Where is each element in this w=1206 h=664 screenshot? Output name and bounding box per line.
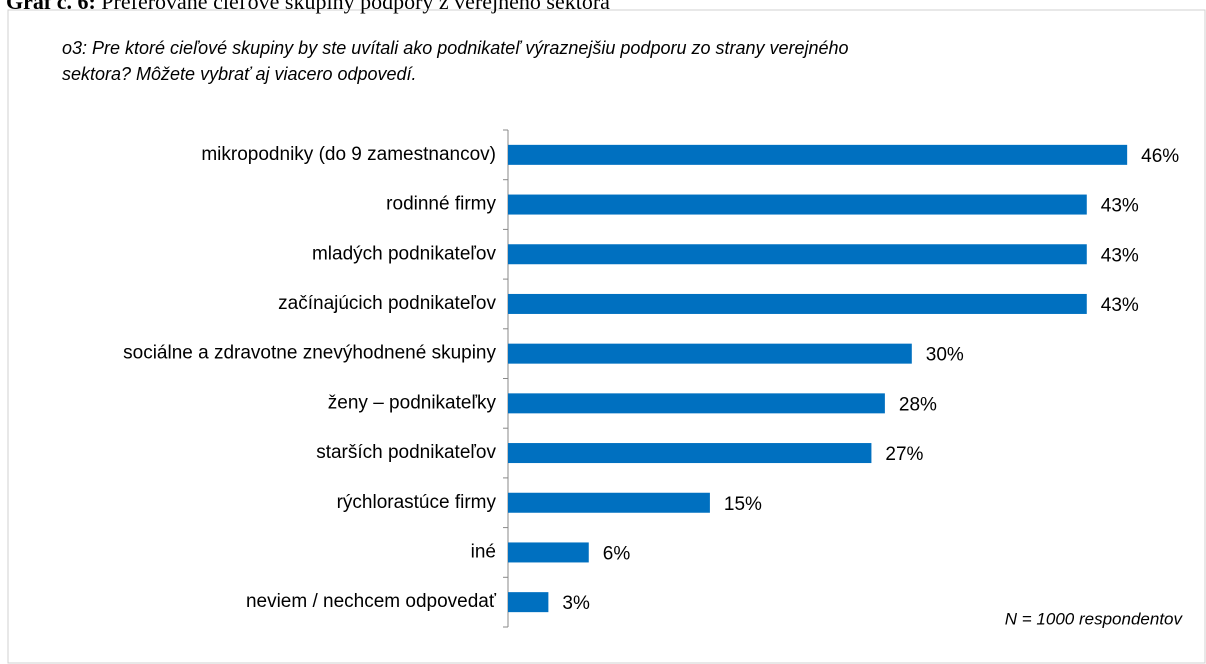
bar (508, 592, 549, 613)
value-label: 6% (603, 543, 631, 564)
bar (508, 343, 912, 364)
value-label: 43% (1101, 196, 1139, 217)
bar (508, 492, 710, 513)
chart-frame (7, 9, 1206, 664)
y-tick-label: mladých podnikateľov (312, 243, 497, 264)
value-label: 30% (926, 345, 964, 366)
y-tick-label: neviem / nechcem odpovedať (246, 591, 497, 612)
y-tick-label: mikropodniky (do 9 zamestnancov) (201, 144, 496, 165)
title-label: Graf č. 6: (6, 0, 96, 14)
value-label: 46% (1141, 146, 1179, 167)
value-label: 43% (1101, 295, 1139, 316)
chart-title: Graf č. 6: Preferované cieľové skupiny p… (6, 0, 610, 14)
y-tick-label: začínajúcich podnikateľov (278, 293, 496, 314)
value-label: 15% (724, 494, 762, 515)
y-tick-label: starších podnikateľov (316, 442, 496, 463)
y-tick-label: sociálne a zdravotne znevýhodnené skupin… (123, 343, 496, 364)
value-label: 28% (899, 394, 937, 415)
y-tick-label: rodinné firmy (386, 194, 496, 215)
bar (508, 194, 1087, 215)
subtitle: o3: Pre ktoré cieľové skupiny by ste uví… (62, 38, 849, 58)
y-tick-label: rýchlorastúce firmy (337, 492, 497, 513)
bar (508, 443, 872, 464)
bar (508, 244, 1087, 265)
bar (508, 542, 589, 563)
bar (508, 393, 885, 414)
subtitle: sektora? Môžete vybrať aj viacero odpove… (62, 64, 417, 84)
y-tick-label: ženy – podnikateľky (328, 392, 497, 413)
title-text: Preferované cieľové skupiny podpory z ve… (101, 0, 610, 14)
bar (508, 293, 1087, 314)
value-label: 43% (1101, 245, 1139, 266)
value-label: 3% (562, 593, 590, 614)
y-tick-label: iné (471, 541, 496, 562)
bar (508, 144, 1128, 165)
note: N = 1000 respondentov (1005, 609, 1184, 628)
value-label: 27% (885, 444, 923, 465)
